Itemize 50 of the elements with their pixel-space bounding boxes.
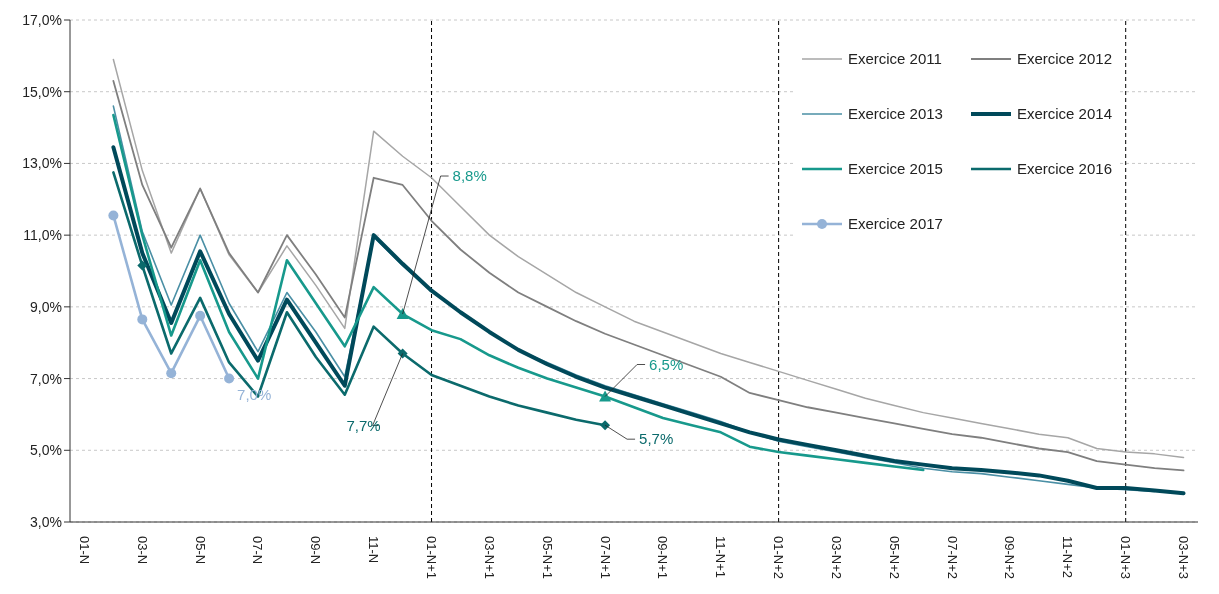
legend-label: Exercice 2015	[847, 160, 943, 177]
x-tick-label: 11-N+1	[713, 536, 729, 579]
x-tick-label: 09-N	[308, 536, 324, 565]
point	[137, 314, 148, 325]
legend-label: Exercice 2017	[847, 215, 943, 232]
x-tick-label: 01-N+3	[1118, 536, 1134, 579]
legend-label: Exercice 2014	[1016, 105, 1112, 122]
point	[137, 260, 148, 271]
data-label: 8,8%	[452, 167, 487, 185]
x-tick-label: 07-N	[250, 536, 266, 565]
x-tick-label: 05-N	[192, 536, 208, 565]
x-tick-label: 03-N+3	[1175, 536, 1191, 579]
x-tick-label: 01-N+2	[771, 536, 787, 579]
y-tick-label: 17,0%	[22, 11, 62, 28]
y-tick-label: 3,0%	[30, 513, 62, 530]
x-tick-label: 07-N+2	[944, 536, 960, 579]
data-label: 6,5%	[649, 355, 684, 373]
legend-label: Exercice 2013	[847, 105, 943, 122]
x-tick-label: 03-N+1	[481, 536, 497, 579]
data-label: 5,7%	[639, 430, 674, 448]
point	[396, 308, 409, 320]
legend-label: Exercice 2012	[1016, 50, 1112, 67]
y-tick-label: 11,0%	[23, 227, 62, 244]
legend-label: Exercice 2016	[1016, 160, 1112, 177]
x-tick-label: 01-N	[76, 536, 92, 565]
point	[600, 420, 611, 431]
x-tick-label: 03-N+2	[828, 536, 844, 579]
x-tick-label: 11-N	[366, 536, 382, 564]
point	[166, 368, 177, 379]
data-label: 7,7%	[346, 416, 381, 434]
y-tick-label: 5,0%	[30, 442, 62, 459]
point	[224, 373, 235, 384]
x-tick-label: 03-N	[134, 536, 150, 565]
x-tick-label: 01-N+1	[423, 536, 439, 579]
x-tick-label: 05-N+2	[886, 536, 902, 579]
data-label: 7,0%	[237, 385, 272, 403]
point	[195, 310, 206, 321]
point	[108, 210, 119, 221]
point	[397, 348, 408, 359]
y-tick-label: 7,0%	[30, 370, 62, 387]
legend-label: Exercice 2011	[847, 50, 942, 67]
point	[599, 390, 612, 402]
x-tick-label: 07-N+1	[597, 536, 613, 579]
y-tick-label: 9,0%	[30, 298, 62, 315]
x-tick-label: 09-N+1	[655, 536, 671, 579]
x-tick-label: 05-N+1	[539, 536, 555, 579]
x-tick-label: 09-N+2	[1002, 536, 1018, 579]
y-tick-label: 13,0%	[22, 155, 62, 172]
y-tick-label: 15,0%	[22, 83, 62, 100]
x-tick-label: 11-N+2	[1060, 536, 1076, 579]
